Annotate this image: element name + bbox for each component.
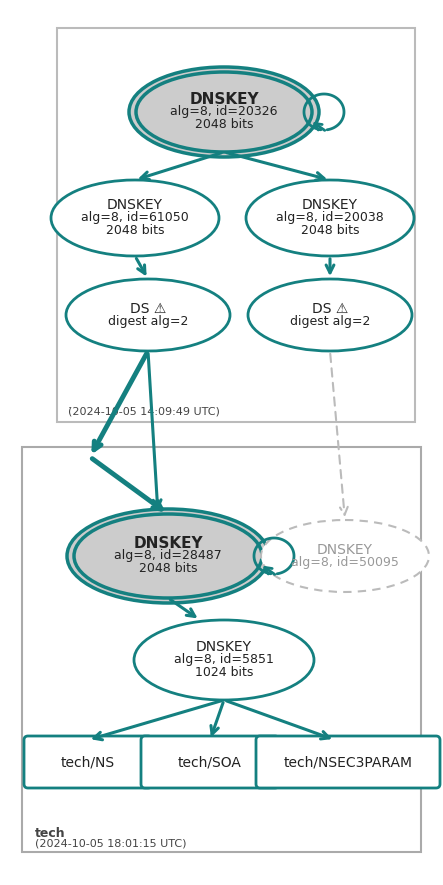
Text: tech: tech (35, 827, 66, 840)
Text: tech/NS: tech/NS (61, 755, 115, 769)
Text: DNSKEY: DNSKEY (133, 535, 203, 550)
Text: alg=8, id=20326: alg=8, id=20326 (170, 105, 278, 119)
Text: DNSKEY: DNSKEY (196, 640, 252, 654)
Text: DNSKEY: DNSKEY (302, 198, 358, 212)
FancyBboxPatch shape (24, 736, 152, 788)
Text: 2048 bits: 2048 bits (195, 119, 253, 132)
Ellipse shape (246, 180, 414, 256)
Text: DS ⚠: DS ⚠ (312, 302, 348, 315)
Ellipse shape (261, 520, 429, 592)
Text: tech/NSEC3PARAM: tech/NSEC3PARAM (284, 755, 412, 769)
Ellipse shape (129, 67, 319, 157)
Text: alg=8, id=5851: alg=8, id=5851 (174, 653, 274, 666)
Ellipse shape (248, 279, 412, 351)
Text: 1024 bits: 1024 bits (195, 666, 253, 680)
Text: alg=8, id=61050: alg=8, id=61050 (81, 212, 189, 225)
Bar (22, 447, 421, 852)
Text: DNSKEY: DNSKEY (189, 91, 259, 106)
Bar (57, 28, 415, 422)
Ellipse shape (136, 72, 312, 152)
Text: DNSKEY: DNSKEY (317, 543, 373, 557)
Ellipse shape (66, 279, 230, 351)
Text: DNSKEY: DNSKEY (107, 198, 163, 212)
Ellipse shape (67, 509, 269, 603)
Ellipse shape (74, 514, 262, 598)
Ellipse shape (134, 620, 314, 700)
Text: DS ⚠: DS ⚠ (130, 302, 166, 315)
Text: alg=8, id=50095: alg=8, id=50095 (291, 556, 399, 569)
Text: digest alg=2: digest alg=2 (108, 315, 188, 328)
Text: alg=8, id=20038: alg=8, id=20038 (276, 212, 384, 225)
FancyBboxPatch shape (256, 736, 440, 788)
Ellipse shape (51, 180, 219, 256)
Text: (2024-10-05 14:09:49 UTC): (2024-10-05 14:09:49 UTC) (68, 407, 220, 417)
Text: 2048 bits: 2048 bits (301, 225, 359, 237)
Text: digest alg=2: digest alg=2 (290, 315, 370, 328)
Text: 2048 bits: 2048 bits (139, 563, 197, 575)
Text: alg=8, id=28487: alg=8, id=28487 (114, 550, 222, 563)
Text: (2024-10-05 18:01:15 UTC): (2024-10-05 18:01:15 UTC) (35, 838, 187, 848)
Text: tech/SOA: tech/SOA (178, 755, 242, 769)
FancyBboxPatch shape (141, 736, 279, 788)
Text: 2048 bits: 2048 bits (106, 225, 164, 237)
Text: .: . (68, 398, 72, 411)
